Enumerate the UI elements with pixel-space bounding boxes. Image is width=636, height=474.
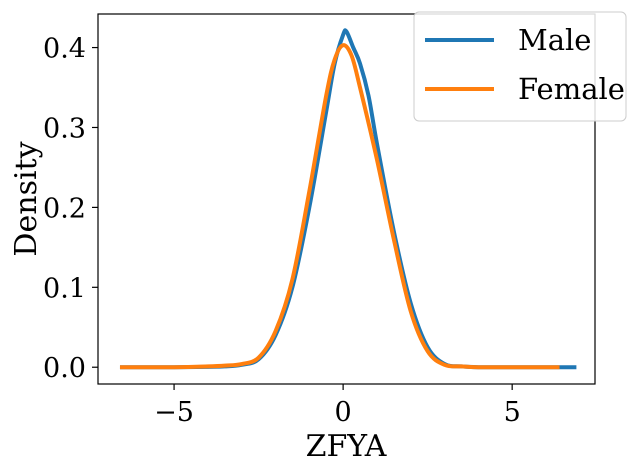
x-axis: −5 0 5	[154, 384, 521, 428]
legend-label-male: Male	[518, 23, 591, 57]
y-tick-label: 0.3	[43, 113, 86, 144]
y-tick-label: 0.1	[43, 273, 86, 304]
y-axis: 0.0 0.1 0.2 0.3 0.4	[43, 34, 98, 384]
y-tick-label: 0.4	[43, 34, 86, 65]
x-tick-label: −5	[154, 397, 194, 428]
x-tick-label: 5	[504, 397, 521, 428]
legend: Male Female	[413, 11, 627, 122]
x-tick-label: 0	[335, 397, 352, 428]
series-line-female	[119, 43, 560, 370]
legend-label-female: Female	[518, 72, 625, 106]
y-axis-title: Density	[9, 141, 44, 256]
y-tick-label: 0.2	[43, 193, 86, 224]
y-tick-label: 0.0	[43, 353, 86, 384]
plot-frame	[97, 13, 596, 385]
x-axis-title: ZFYA	[306, 429, 387, 464]
